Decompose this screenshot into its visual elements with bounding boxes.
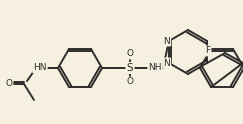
Text: N: N bbox=[164, 36, 170, 46]
Text: F: F bbox=[205, 46, 211, 55]
Text: HN: HN bbox=[33, 63, 47, 73]
Text: NH: NH bbox=[148, 63, 162, 73]
Text: N: N bbox=[164, 59, 170, 67]
Text: O: O bbox=[127, 49, 133, 59]
Text: S: S bbox=[127, 63, 133, 73]
Text: O: O bbox=[127, 78, 133, 87]
Text: O: O bbox=[6, 79, 12, 89]
